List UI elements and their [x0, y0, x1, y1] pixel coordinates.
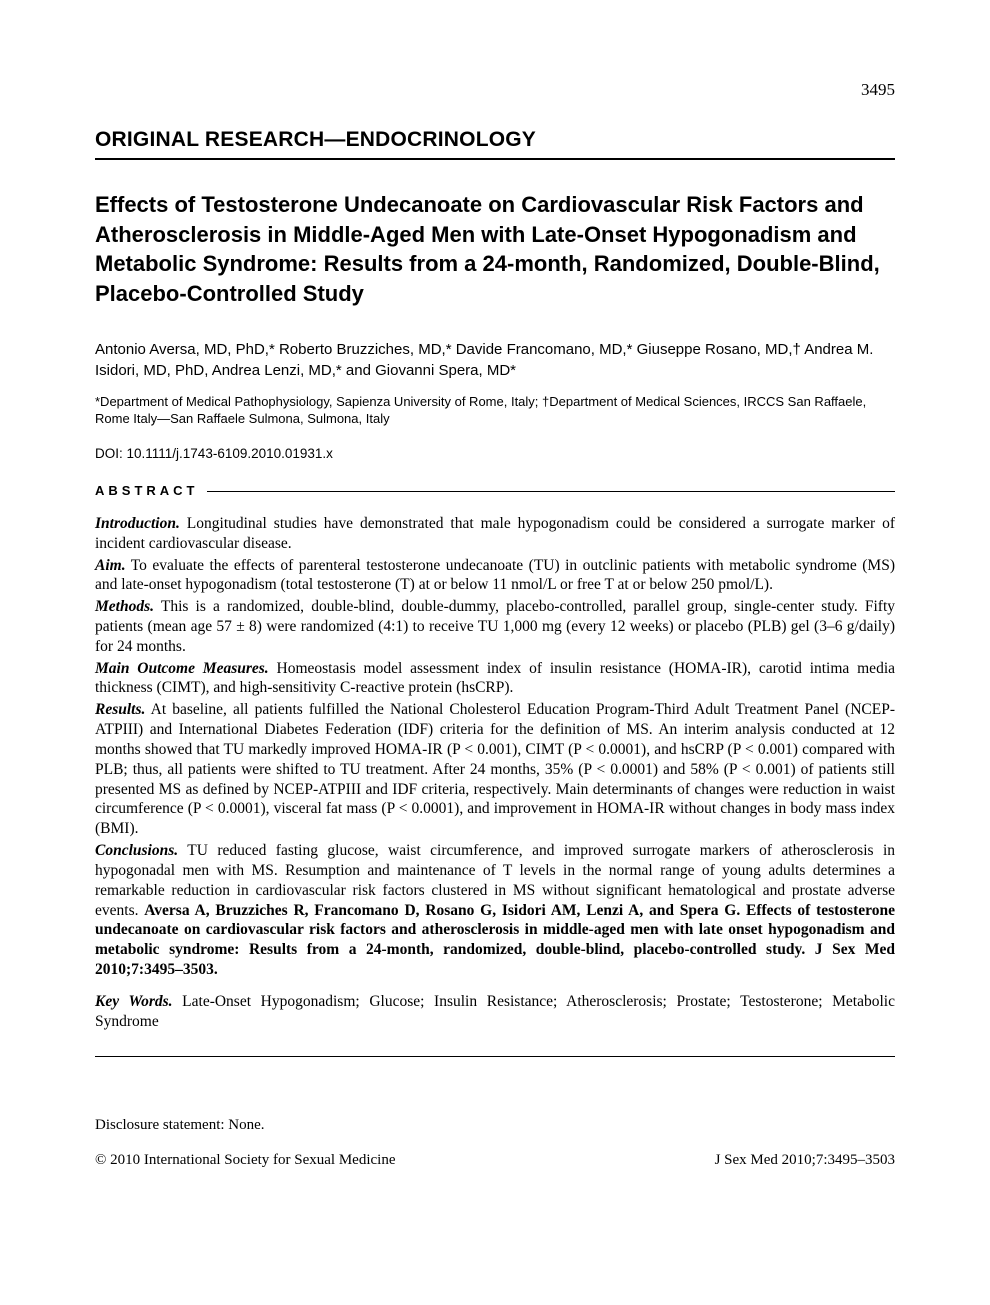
affiliations: *Department of Medical Pathophysiology, …	[95, 393, 895, 428]
abstract-measures: Main Outcome Measures. Homeostasis model…	[95, 659, 895, 699]
intro-text: Longitudinal studies have demonstrated t…	[95, 515, 895, 552]
abstract-header-line	[207, 491, 896, 492]
aim-text: To evaluate the effects of parenteral te…	[95, 557, 895, 594]
disclosure: Disclosure statement: None.	[95, 1117, 895, 1134]
page-number: 3495	[95, 80, 895, 100]
results-text: At baseline, all patients fulfilled the …	[95, 701, 895, 837]
divider-top	[95, 158, 895, 160]
footer-citation: J Sex Med 2010;7:3495–3503	[715, 1152, 895, 1169]
abstract-header: ABSTRACT	[95, 483, 895, 498]
abstract-aim: Aim. To evaluate the effects of parenter…	[95, 556, 895, 596]
measures-label: Main Outcome Measures.	[95, 660, 269, 677]
footer-copyright: © 2010 International Society for Sexual …	[95, 1152, 395, 1169]
doi: DOI: 10.1111/j.1743-6109.2010.01931.x	[95, 446, 895, 461]
abstract-results: Results. At baseline, all patients fulfi…	[95, 700, 895, 839]
conclusions-citation: Aversa A, Bruzziches R, Francomano D, Ro…	[95, 902, 895, 978]
abstract-conclusions: Conclusions. TU reduced fasting glucose,…	[95, 841, 895, 980]
intro-label: Introduction.	[95, 515, 180, 532]
aim-label: Aim.	[95, 557, 126, 574]
methods-text: This is a randomized, double-blind, doub…	[95, 598, 895, 655]
conclusions-label: Conclusions.	[95, 842, 178, 859]
methods-label: Methods.	[95, 598, 154, 615]
results-label: Results.	[95, 701, 145, 718]
abstract-methods: Methods. This is a randomized, double-bl…	[95, 597, 895, 656]
article-title: Effects of Testosterone Undecanoate on C…	[95, 190, 895, 309]
keywords-text: Late-Onset Hypogonadism; Glucose; Insuli…	[95, 993, 895, 1030]
footer: © 2010 International Society for Sexual …	[95, 1152, 895, 1169]
journal-page: 3495 ORIGINAL RESEARCH—ENDOCRINOLOGY Eff…	[0, 0, 990, 1305]
keywords-label: Key Words.	[95, 993, 173, 1010]
section-header: ORIGINAL RESEARCH—ENDOCRINOLOGY	[95, 128, 895, 152]
divider-bottom	[95, 1056, 895, 1057]
abstract-label: ABSTRACT	[95, 483, 199, 498]
abstract-body: Introduction. Longitudinal studies have …	[95, 514, 895, 980]
author-list: Antonio Aversa, MD, PhD,* Roberto Bruzzi…	[95, 339, 895, 381]
keywords: Key Words. Late-Onset Hypogonadism; Gluc…	[95, 992, 895, 1032]
abstract-introduction: Introduction. Longitudinal studies have …	[95, 514, 895, 554]
